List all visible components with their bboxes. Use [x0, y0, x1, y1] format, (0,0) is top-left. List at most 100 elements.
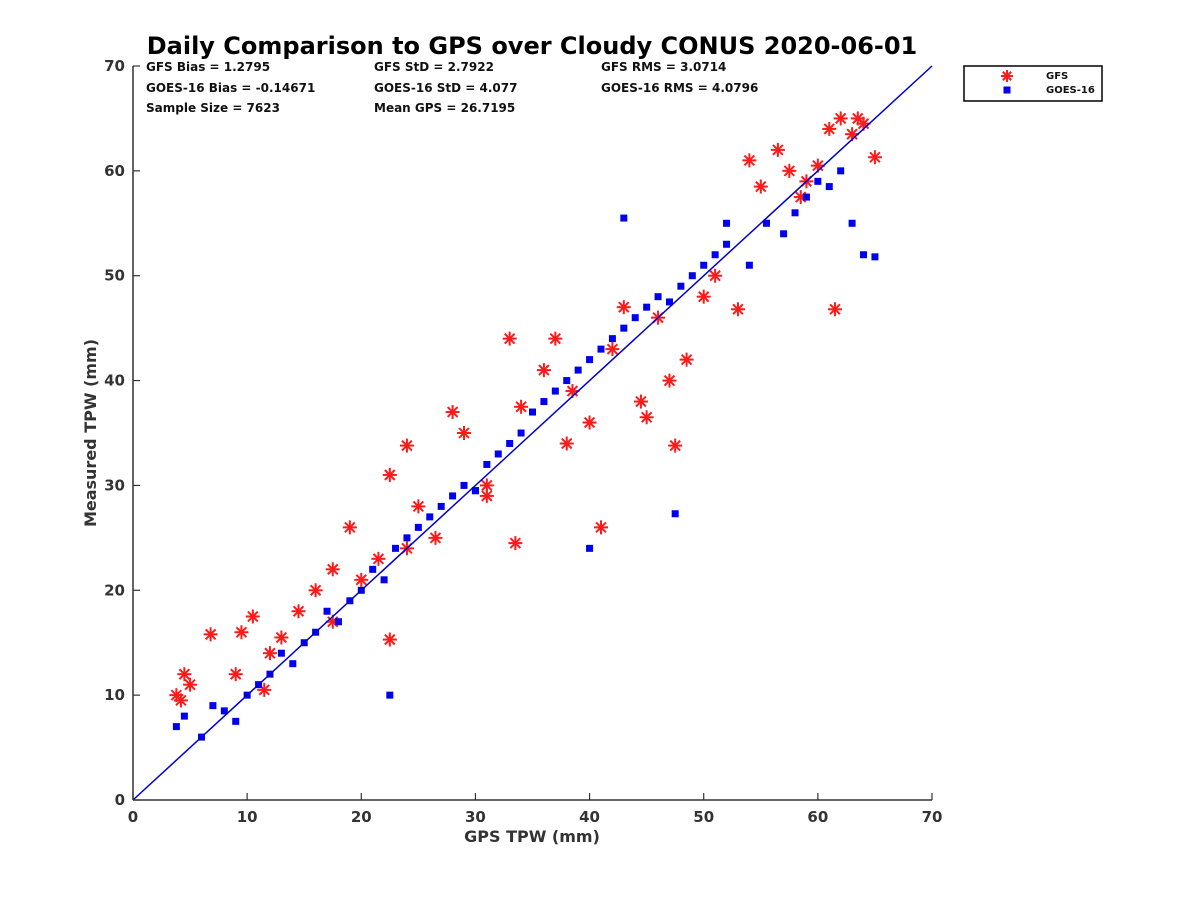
gfs-point	[1001, 70, 1013, 82]
legend-label-gfs: GFS	[1046, 71, 1068, 82]
goes16-point	[540, 398, 548, 406]
ticks-layer: 0 10 20 30 40 50 60 70 0 10 20 30 40 50 60 70	[104, 57, 942, 826]
goes16-point	[586, 544, 594, 552]
gfs-point	[708, 268, 723, 283]
goes16-point	[860, 251, 868, 259]
stat-text: Mean GPS = 26.7195	[374, 101, 515, 115]
plot-area	[132, 66, 932, 801]
y-tick-label: 40	[104, 372, 125, 390]
goes16-point	[323, 607, 331, 615]
gfs-point	[730, 302, 745, 317]
goes16-point	[414, 523, 422, 531]
gfs-point	[770, 142, 785, 157]
goes16-point	[494, 450, 502, 458]
gfs-point	[810, 158, 825, 173]
goes16-point	[426, 513, 434, 521]
gfs-point	[291, 604, 306, 619]
stat-text: GFS RMS = 3.0714	[601, 60, 726, 74]
gfs-point	[559, 436, 574, 451]
goes16-point	[574, 366, 582, 374]
gfs-point	[262, 646, 277, 661]
legend: GFS GOES-16	[963, 65, 1103, 102]
gfs-point	[833, 111, 848, 126]
stat-text: GOES-16 RMS = 4.0796	[601, 81, 758, 95]
goes16-point	[745, 261, 753, 269]
x-tick-label: 50	[693, 808, 714, 826]
gfs-point	[308, 583, 323, 598]
goes16-point	[517, 429, 525, 437]
gfs-point	[679, 352, 694, 367]
y-tick-label: 50	[104, 267, 125, 285]
goes16-point	[471, 487, 479, 495]
goes16-point	[780, 230, 788, 238]
goes16-point	[529, 408, 536, 416]
stat-text: GFS Bias = 1.2795	[146, 60, 270, 74]
goes16-point	[403, 534, 411, 542]
gfs-point	[325, 562, 340, 577]
goes16-point	[209, 702, 217, 710]
goes16-point	[677, 282, 685, 290]
goes16-point	[386, 691, 394, 699]
goes16-point	[608, 335, 616, 343]
goes16-point	[671, 510, 679, 518]
gfs-point	[593, 520, 608, 535]
x-axis-label: GPS TPW (mm)	[464, 827, 600, 846]
gfs-point	[445, 405, 460, 420]
gfs-point	[502, 331, 517, 346]
goes16-point	[289, 660, 297, 668]
gfs-point	[411, 499, 426, 514]
legend-label-goes16: GOES-16	[1046, 85, 1095, 96]
x-tick-label: 70	[922, 808, 943, 826]
goes16-point	[711, 251, 719, 259]
one-to-one-line	[132, 65, 933, 801]
goes16-point	[837, 167, 845, 175]
y-axis-label: Measured TPW (mm)	[81, 339, 100, 527]
gfs-point	[582, 415, 597, 430]
stat-text: Sample Size = 7623	[146, 101, 280, 115]
gfs-point	[639, 410, 654, 425]
y-tick-label: 60	[104, 162, 125, 180]
gfs-point	[234, 625, 249, 640]
goes16-point	[791, 209, 799, 217]
stat-text: GFS StD = 2.7922	[374, 60, 494, 74]
points-layer	[132, 65, 933, 801]
y-tick-label: 30	[104, 476, 125, 494]
stat-text: GOES-16 Bias = -0.14671	[146, 81, 315, 95]
legend-marker-goes16	[1003, 86, 1011, 94]
goes16-point	[563, 377, 571, 385]
goes16-point	[825, 183, 833, 191]
gfs-point	[399, 438, 414, 453]
goes16-point	[392, 544, 400, 552]
gfs-point	[177, 667, 192, 682]
gfs-point	[662, 373, 677, 388]
x-tick-label: 20	[351, 808, 372, 826]
gfs-point	[245, 609, 260, 624]
gfs-point	[228, 667, 243, 682]
gfs-point	[822, 121, 837, 136]
goes16-point	[172, 723, 180, 731]
gfs-point	[382, 632, 397, 647]
y-tick-label: 70	[104, 57, 125, 75]
gfs-point	[696, 289, 711, 304]
goes16-point	[802, 193, 810, 201]
stat-text: GOES-16 StD = 4.077	[374, 81, 517, 95]
x-tick-label: 60	[807, 808, 828, 826]
gfs-point	[428, 530, 443, 545]
goes16-point	[334, 618, 342, 626]
legend-marker-gfs	[1001, 70, 1013, 82]
gfs-point	[354, 572, 369, 587]
goes16-point	[483, 460, 491, 468]
gfs-point	[203, 627, 218, 642]
stats-layer: GFS Bias = 1.2795 GFS StD = 2.7922 GFS RMS…	[146, 60, 758, 115]
legend-square-goes16	[1003, 86, 1011, 94]
goes16-point	[723, 240, 731, 248]
goes16-point	[586, 356, 594, 364]
goes16-point	[369, 565, 377, 573]
gfs-point	[548, 331, 563, 346]
goes16-point	[700, 261, 708, 269]
goes16-point	[620, 214, 628, 222]
gfs-point	[183, 677, 198, 692]
